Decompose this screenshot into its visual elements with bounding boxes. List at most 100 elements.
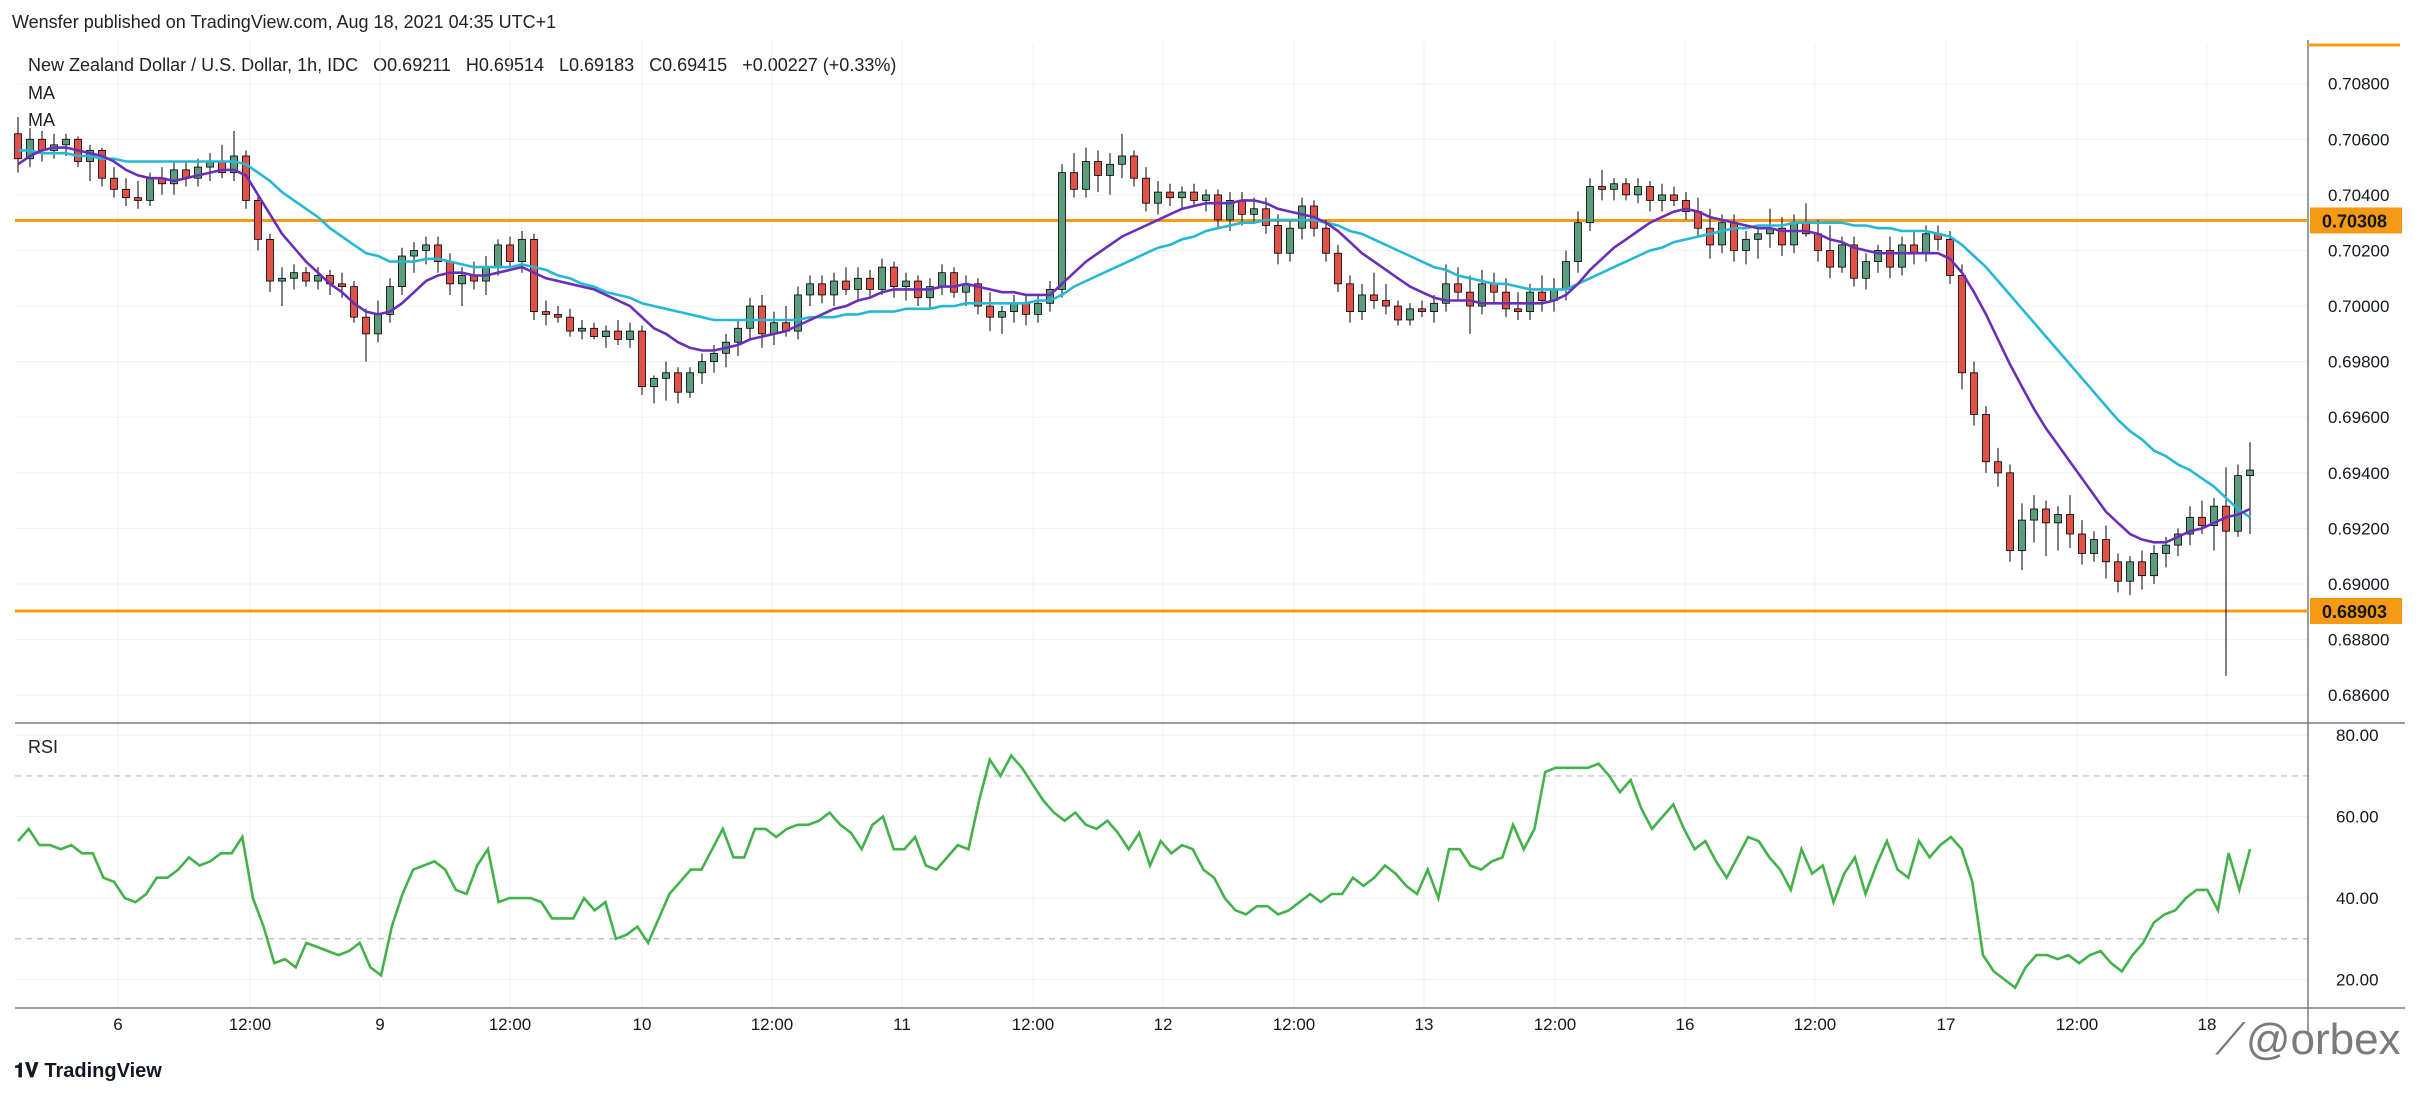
price-tick-label: 0.69000 [2328, 575, 2389, 594]
time-tick-label: 12:00 [2056, 1015, 2099, 1034]
candle-body [1778, 227, 1786, 246]
candle-body [1598, 186, 1606, 190]
candle-body [1082, 161, 1090, 190]
candle-body [314, 275, 322, 282]
candle-body [1178, 191, 1186, 199]
level-price-badge [2310, 207, 2402, 234]
candle-body [746, 305, 754, 329]
time-tick-label: 11 [893, 1015, 911, 1034]
time-tick-label: 12:00 [1794, 1015, 1837, 1034]
rsi-line [17, 753, 2252, 990]
rsi-tick-label: 60.00 [2336, 808, 2379, 827]
price-tick-label: 0.70800 [2328, 75, 2389, 94]
candle-body [662, 372, 670, 379]
candle-body [542, 311, 550, 315]
ma-indicator-label-2[interactable]: MA [28, 110, 55, 130]
candle-body [1370, 294, 1378, 301]
candle-body [926, 286, 934, 299]
candle-body [2030, 508, 2038, 521]
candle-body [1118, 155, 1126, 165]
candle-body [1862, 261, 1870, 279]
candle-body [1154, 191, 1162, 204]
price-tick-label: 0.69400 [2328, 464, 2389, 483]
candle-body [1382, 300, 1390, 307]
candle-body [170, 169, 178, 185]
candle-body [1622, 183, 1630, 196]
candle-body [1298, 205, 1306, 229]
tradingview-logo[interactable]: 𝟏𝐕 TradingView [14, 1060, 162, 1083]
candle-body [2186, 516, 2194, 535]
candle-body [2198, 516, 2206, 527]
candle-body [2090, 539, 2098, 554]
candle-body [1898, 244, 1906, 268]
candle-body [614, 330, 622, 340]
candle-body [2234, 475, 2242, 532]
symbol-name[interactable]: New Zealand Dollar / U.S. Dollar, 1h, ID… [28, 55, 359, 75]
price-tick-label: 0.70200 [2328, 241, 2389, 260]
published-header: Wensfer published on TradingView.com, Au… [12, 12, 557, 32]
candle-body [1958, 275, 1966, 374]
close-value: 0.69415 [662, 55, 728, 75]
candle-body [1658, 194, 1666, 201]
ma-indicator-label-1[interactable]: MA [28, 83, 55, 103]
candle-body [1166, 191, 1174, 199]
candle-body [278, 277, 286, 282]
price-tick-label: 0.70000 [2328, 297, 2389, 316]
price-tick-label: 0.69600 [2328, 408, 2389, 427]
candle-body [1130, 155, 1138, 179]
candle-body [1034, 302, 1042, 315]
candle-body [854, 277, 862, 290]
candle-body [1190, 191, 1198, 201]
candle-body [686, 372, 694, 393]
candle-body [1538, 291, 1546, 301]
candle-body [2150, 553, 2158, 577]
candle-body [1430, 302, 1438, 313]
candle-body [1250, 208, 1258, 215]
candle-body [410, 250, 418, 257]
level-price-badge [2310, 597, 2402, 624]
candle-body [458, 275, 466, 285]
candle-body [506, 244, 514, 262]
candle-body [1394, 305, 1402, 321]
candle-body [638, 330, 646, 388]
candle-body [98, 150, 106, 179]
time-tick-label: 6 [113, 1015, 122, 1034]
candle-body [1586, 186, 1594, 224]
candle-body [1682, 200, 1690, 212]
candle-body [302, 272, 310, 282]
time-tick-label: 9 [375, 1015, 384, 1034]
high-value: 0.69514 [478, 55, 544, 75]
candle-body [602, 330, 610, 338]
price-tick-label: 0.68600 [2328, 686, 2389, 705]
candle-body [1094, 161, 1102, 176]
candle-body [986, 305, 994, 318]
candle-body [1994, 461, 2002, 474]
candle-body [626, 330, 634, 340]
candle-body [1106, 163, 1114, 176]
price-tick-label: 0.70600 [2328, 130, 2389, 149]
candle-body [1358, 294, 1366, 313]
candle-body [578, 327, 586, 332]
candle-body [494, 244, 502, 268]
candle-body [1502, 291, 1510, 310]
candle-body [1046, 288, 1054, 304]
candle-body [134, 197, 142, 201]
candle-body [2102, 539, 2110, 563]
candle-body [362, 316, 370, 335]
level-price-label: 0.68903 [2322, 602, 2387, 622]
candle-body [2054, 514, 2062, 524]
candle-body [998, 311, 1006, 318]
orbex-bird-icon: ⟋ [2215, 1015, 2246, 1064]
time-tick-label: 12:00 [489, 1015, 532, 1034]
candle-body [1754, 233, 1762, 240]
time-tick-label: 12:00 [1534, 1015, 1577, 1034]
candle-body [950, 272, 958, 293]
candle-body [386, 286, 394, 315]
candle-body [1850, 244, 1858, 279]
candle-body [14, 133, 22, 160]
candle-body [1670, 194, 1678, 201]
candle-body [878, 266, 886, 290]
candle-body [422, 244, 430, 251]
rsi-indicator-label[interactable]: RSI [28, 737, 59, 757]
